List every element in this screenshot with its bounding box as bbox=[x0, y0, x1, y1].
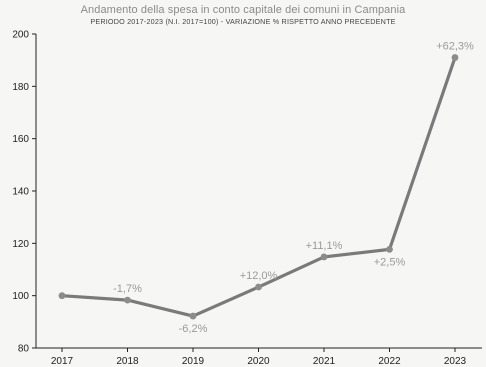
data-label: +62,3% bbox=[436, 41, 474, 53]
data-label: +2,5% bbox=[374, 256, 406, 268]
y-tick-label: 160 bbox=[12, 134, 29, 145]
y-tick-label: 200 bbox=[12, 30, 29, 41]
y-tick-label: 80 bbox=[18, 344, 30, 355]
x-tick-label: 2023 bbox=[444, 356, 467, 367]
data-label: -1,7% bbox=[113, 283, 142, 295]
data-point bbox=[386, 245, 393, 253]
data-point bbox=[124, 296, 131, 304]
data-label: +11,1% bbox=[306, 240, 343, 252]
x-tick-label: 2019 bbox=[182, 356, 205, 367]
data-label: -6,2% bbox=[179, 323, 208, 335]
data-point bbox=[255, 283, 262, 291]
x-tick-label: 2020 bbox=[247, 356, 270, 367]
y-tick-label: 140 bbox=[12, 187, 29, 198]
data-point bbox=[58, 292, 66, 300]
x-tick-label: 2021 bbox=[313, 356, 336, 367]
chart-title: Andamento della spesa in conto capitale … bbox=[80, 4, 406, 16]
data-point bbox=[189, 312, 197, 320]
data-point bbox=[451, 54, 459, 61]
x-tick-label: 2022 bbox=[378, 356, 401, 367]
data-point bbox=[320, 253, 328, 261]
chart-subtitle: PERIODO 2017-2023 (N.I. 2017=100) - VARI… bbox=[90, 17, 396, 26]
y-tick-label: 100 bbox=[12, 291, 29, 302]
y-tick-label: 180 bbox=[12, 82, 29, 93]
data-label: +12,0% bbox=[240, 270, 278, 282]
y-tick-label: 120 bbox=[12, 239, 29, 250]
x-tick-label: 2017 bbox=[51, 356, 74, 367]
x-tick-label: 2018 bbox=[116, 356, 139, 367]
